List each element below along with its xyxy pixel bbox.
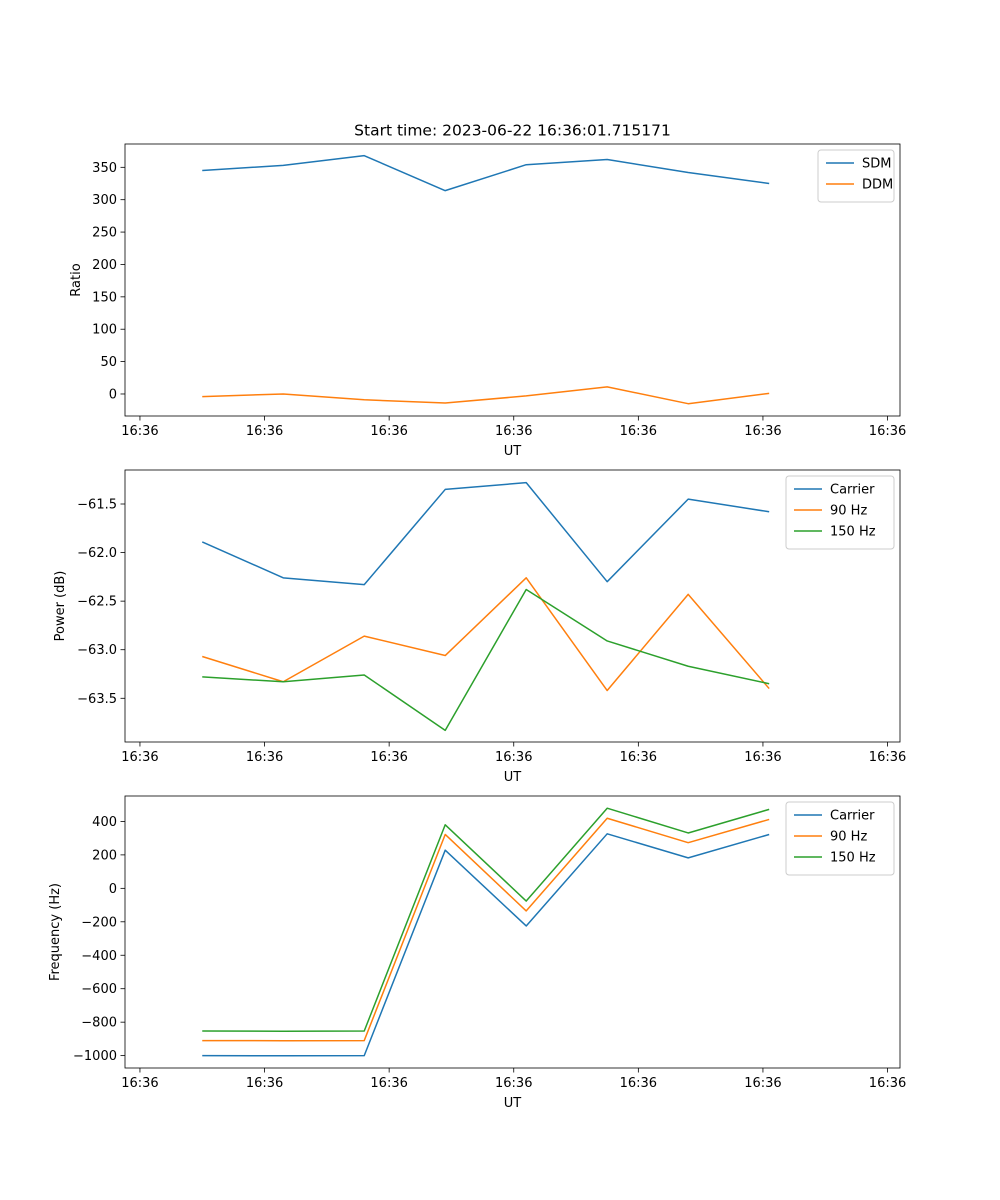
legend-label: 150 Hz	[830, 851, 876, 866]
x-tick-label: 16:36	[121, 1076, 158, 1091]
legend-label: 90 Hz	[830, 504, 867, 519]
x-tick-label: 16:36	[370, 1076, 407, 1091]
x-tick-label: 16:36	[370, 750, 407, 765]
x-axis-label: UT	[504, 444, 522, 459]
x-tick-label: 16:36	[246, 424, 283, 439]
series-line-3	[202, 807, 770, 1032]
x-tick-label: 16:36	[495, 424, 532, 439]
y-axis-label: Frequency (Hz)	[48, 883, 63, 981]
y-tick-label: 150	[92, 290, 117, 305]
legend-label: Carrier	[830, 483, 875, 498]
axes-frame	[124, 143, 901, 417]
legend-label: SDM	[862, 157, 891, 172]
y-tick-label: 350	[92, 161, 117, 176]
series-line-2	[202, 817, 770, 1042]
legend-label: 90 Hz	[830, 830, 867, 845]
y-tick-label: −63.5	[77, 692, 117, 707]
y-tick-label: 0	[109, 387, 117, 402]
y-tick-label: −200	[81, 915, 117, 930]
y-tick-label: 100	[92, 323, 117, 338]
x-tick-label: 16:36	[121, 750, 158, 765]
y-tick-label: 50	[100, 355, 117, 370]
y-tick-label: −62.0	[77, 546, 117, 561]
y-tick-label: −600	[81, 982, 117, 997]
x-tick-label: 16:36	[744, 424, 781, 439]
x-tick-label: 16:36	[744, 750, 781, 765]
series-line-1	[202, 154, 770, 192]
x-tick-label: 16:36	[620, 424, 657, 439]
x-axis-label: UT	[504, 770, 522, 785]
series-line-3	[202, 588, 770, 732]
panel-1: 16:36 16:36 16:36 16:36 16:36 16:36 16:36 0 50 10…	[69, 143, 906, 459]
y-tick-label: 200	[92, 258, 117, 273]
x-tick-label: 16:36	[744, 1076, 781, 1091]
x-tick-label: 16:36	[121, 424, 158, 439]
x-tick-label: 16:36	[869, 424, 906, 439]
y-tick-label: −62.5	[77, 595, 117, 610]
axes-frame	[124, 469, 901, 743]
x-tick-label: 16:36	[869, 1076, 906, 1091]
legend-label: Carrier	[830, 809, 875, 824]
axes-frame	[124, 795, 901, 1069]
y-tick-label: −61.5	[77, 498, 117, 513]
panel-3: 16:36 16:36 16:36 16:36 16:36 16:36 16:36 −1000…	[48, 795, 906, 1111]
y-axis-label: Ratio	[69, 263, 84, 296]
y-tick-label: −1000	[73, 1049, 117, 1064]
panel-2: 16:36 16:36 16:36 16:36 16:36 16:36 16:36 −63.5…	[53, 469, 906, 785]
y-tick-label: 0	[109, 882, 117, 897]
chart-title: Start time: 2023-06-22 16:36:01.715171	[354, 122, 671, 140]
y-tick-label: 400	[92, 815, 117, 830]
series-line-1	[202, 833, 770, 1057]
x-tick-label: 16:36	[495, 1076, 532, 1091]
legend: Carrier 90 Hz 150 Hz	[785, 475, 895, 550]
series-line-1	[201, 481, 770, 586]
legend-label: 150 Hz	[830, 525, 876, 540]
y-tick-label: 200	[92, 848, 117, 863]
legend: Carrier 90 Hz 150 Hz	[785, 801, 895, 876]
x-tick-label: 16:36	[869, 750, 906, 765]
legend: SDM DDM	[817, 149, 895, 203]
x-axis-label: UT	[504, 1096, 522, 1111]
x-tick-label: 16:36	[370, 424, 407, 439]
y-tick-label: −400	[81, 949, 117, 964]
series-line-2	[202, 577, 770, 692]
x-tick-label: 16:36	[495, 750, 532, 765]
y-axis-label: Power (dB)	[53, 571, 68, 642]
x-tick-label: 16:36	[620, 750, 657, 765]
y-tick-label: −800	[81, 1016, 117, 1031]
panels: 16:36 16:36 16:36 16:36 16:36 16:36 16:36 0 50 10…	[48, 143, 906, 1111]
x-tick-label: 16:36	[246, 1076, 283, 1091]
y-tick-label: 250	[92, 226, 117, 241]
x-tick-label: 16:36	[246, 750, 283, 765]
series-line-2	[202, 386, 770, 405]
x-tick-label: 16:36	[620, 1076, 657, 1091]
legend-label: DDM	[862, 178, 893, 193]
y-tick-label: 300	[92, 193, 117, 208]
y-tick-label: −63.0	[77, 643, 117, 658]
